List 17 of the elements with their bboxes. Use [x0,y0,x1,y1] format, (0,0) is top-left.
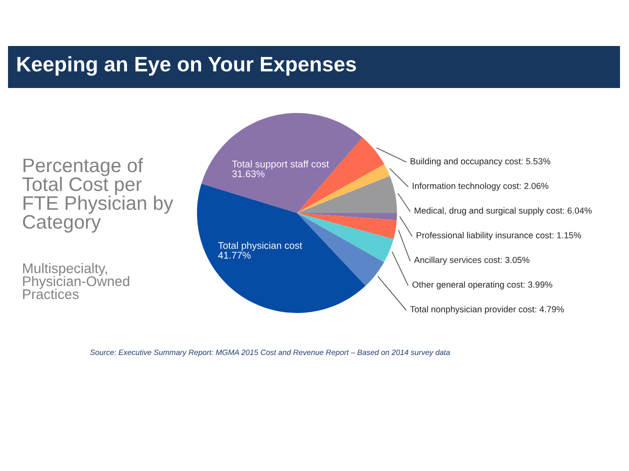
slice-label: Building and occupancy cost: 5.53% [410,158,550,166]
text: Multispecialty, Physician-Owned Practices [23,263,130,300]
pie-slice [297,176,397,213]
slice-label: Information technology cost: 2.06% [412,182,548,191]
pie-slice [201,113,363,213]
slice-label: Professional liability insurance cost: 1.15% [416,232,582,240]
data-label: 41.77% [218,252,251,259]
slice-label: Total physician cost [218,242,302,251]
text: Keeping an Eye on Your Expenses [17,56,356,76]
slice-label: Other general operating cost: 3.99% [412,281,552,290]
data-label: 31.63% [232,170,264,178]
slice-label: Medical, drug and surgical supply cost: 6.04% [414,207,592,216]
slice-label: Ancillary services cost: 3.05% [414,256,530,265]
pie-slice [197,184,366,313]
text: Percentage of Total Cost per FTE Physician by Category [22,158,174,233]
slice-label: Total support staff cost [232,160,329,170]
slice-label: Total nonphysician provider cost: 4.79% [410,306,564,314]
